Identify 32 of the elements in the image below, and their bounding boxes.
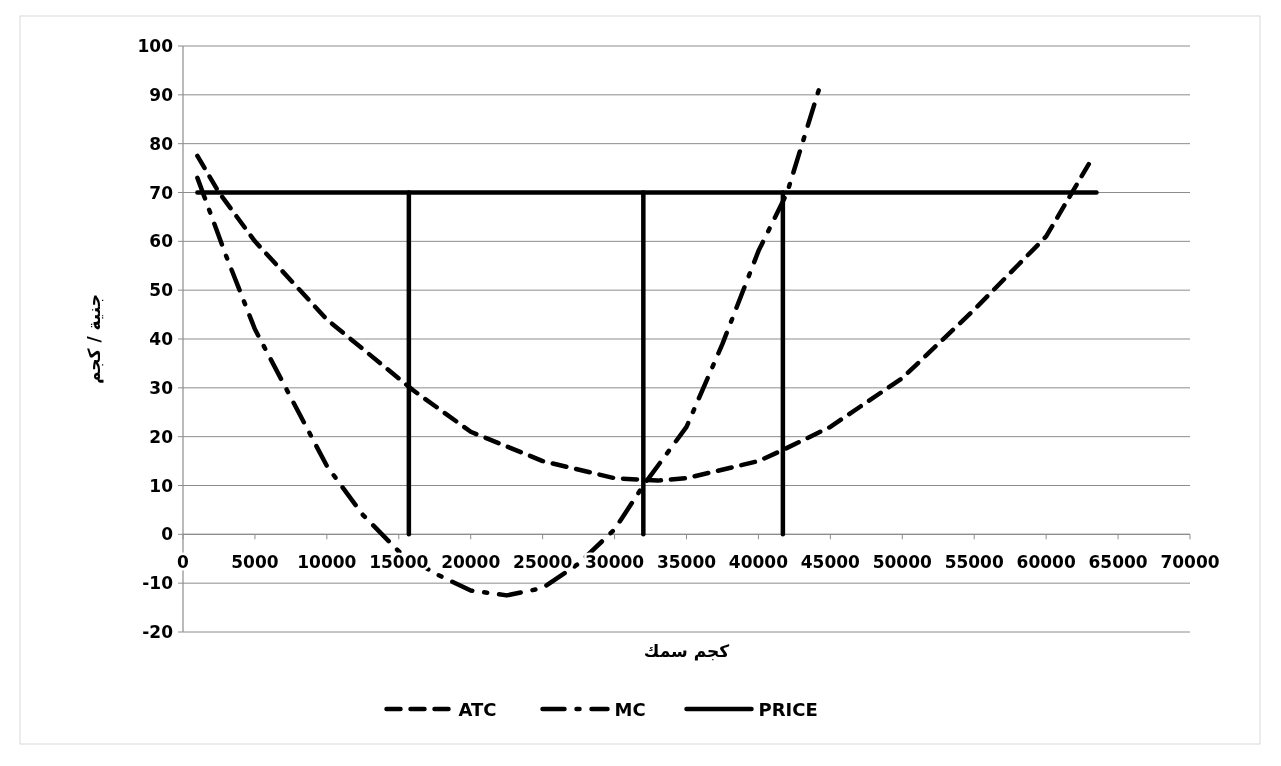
- legend-label: MC: [614, 699, 646, 720]
- x-tick-label: 0: [177, 552, 190, 573]
- y-tick-label: 10: [149, 475, 174, 496]
- y-tick-label: 90: [149, 84, 174, 105]
- x-tick-label: 20000: [441, 552, 501, 573]
- legend-label: ATC: [458, 699, 497, 720]
- y-tick-label: 0: [161, 524, 174, 545]
- y-tick-label: -10: [142, 573, 174, 594]
- y-tick-label: 40: [149, 329, 174, 349]
- x-tick-label: 50000: [872, 552, 933, 573]
- y-tick-label: 20: [149, 426, 174, 447]
- x-tick-label: 5000: [231, 552, 279, 573]
- y-tick-label: 30: [149, 377, 174, 398]
- x-tick-label: 35000: [656, 552, 717, 573]
- x-tick-label: 45000: [800, 552, 861, 573]
- x-tick-label: 30000: [584, 552, 645, 573]
- x-tick-label: 60000: [1016, 552, 1076, 573]
- y-tick-label: 70: [149, 182, 174, 203]
- y-tick-label: 80: [149, 133, 174, 154]
- y-axis-title: جنية / كجم: [84, 294, 104, 384]
- y-tick-label: 100: [137, 36, 174, 56]
- x-axis-title: كجم سمك: [643, 641, 730, 661]
- x-tick-label: 70000: [1160, 552, 1220, 573]
- x-tick-label: 55000: [944, 552, 1004, 573]
- x-tick-label: 10000: [297, 552, 357, 573]
- y-tick-label: 60: [149, 231, 174, 252]
- y-tick-label: 50: [149, 280, 174, 301]
- legend-label: PRICE: [758, 699, 818, 720]
- y-tick-label: -20: [142, 622, 174, 642]
- x-tick-label: 25000: [513, 552, 573, 573]
- x-tick-label: 40000: [728, 552, 789, 573]
- x-tick-label: 65000: [1088, 552, 1148, 573]
